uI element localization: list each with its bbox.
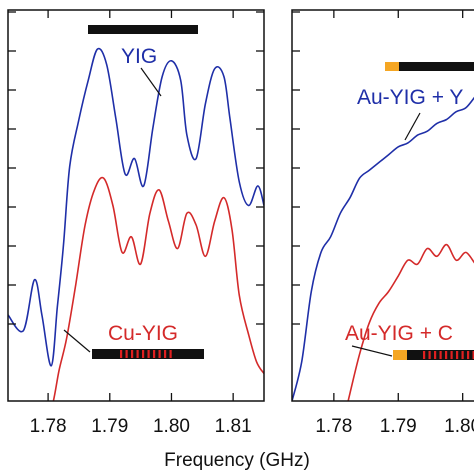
cu-layer-stripe	[131, 350, 134, 358]
cu-layer-stripe	[472, 351, 474, 359]
left-x-tick-label: 1.81	[215, 416, 252, 437]
cu-layer-stripe	[456, 351, 459, 359]
yig-pointer	[140, 67, 162, 97]
au-yig-c-annotation: Au-YIG + C	[345, 322, 453, 345]
panel-yig-cu-yig: 1.78 1.79 1.80 1.81 YIG Cu-YIG	[7, 9, 300, 437]
right-x-tick-label: 1.78	[315, 416, 352, 437]
au-yig-pointer	[404, 112, 421, 141]
cu-layer-stripe	[125, 350, 128, 358]
cu-yig-pointer	[63, 329, 91, 353]
cu-layer-stripe	[439, 351, 442, 359]
cu-layer-stripe	[158, 350, 161, 358]
right-series-red-line	[347, 243, 474, 401]
panel-au-yig: 1.78 1.79 1.80 Au-YIG + Y Au-YIG + C	[291, 9, 474, 437]
au-yig-c-stack-icon	[393, 350, 474, 360]
left-x-tick-label: 1.78	[30, 416, 67, 437]
left-series-red-line	[52, 176, 264, 401]
right-series-blue-line	[292, 96, 474, 401]
cu-layer-stripe	[142, 350, 145, 358]
plot-frame-right	[291, 9, 474, 402]
cu-layer-stripe	[450, 351, 453, 359]
yig-stack-icon	[88, 25, 198, 34]
cu-layer-stripe	[120, 350, 123, 358]
cu-layer-stripe	[136, 350, 139, 358]
cu-layer-stripe	[428, 351, 431, 359]
cu-layer-stripe	[169, 350, 172, 358]
au-yig-stack-icon	[385, 62, 474, 71]
au-yig-c-pointer	[351, 345, 393, 357]
cu-layer-stripe	[434, 351, 437, 359]
au-yig-annotation: Au-YIG + Y	[357, 86, 463, 109]
cu-layer-stripe	[147, 350, 150, 358]
cu-layer-stripe	[153, 350, 156, 358]
left-x-tick-label: 1.79	[91, 416, 128, 437]
x-axis-label: Frequency (GHz)	[164, 450, 310, 471]
yig-annotation: YIG	[121, 45, 157, 68]
cu-layer-stripe	[461, 351, 464, 359]
cu-yig-stack-icon	[92, 349, 204, 359]
plot-frame-left	[7, 9, 265, 402]
cu-layer-stripe	[423, 351, 426, 359]
cu-layer-stripe	[467, 351, 470, 359]
left-series-blue-line	[8, 47, 264, 367]
cu-layer-stripe	[164, 350, 167, 358]
right-x-tick-label: 1.80	[444, 416, 474, 437]
right-x-tick-label: 1.79	[380, 416, 417, 437]
left-x-tick-label: 1.80	[153, 416, 190, 437]
cu-layer-stripe	[445, 351, 448, 359]
cu-yig-annotation: Cu-YIG	[108, 322, 178, 345]
